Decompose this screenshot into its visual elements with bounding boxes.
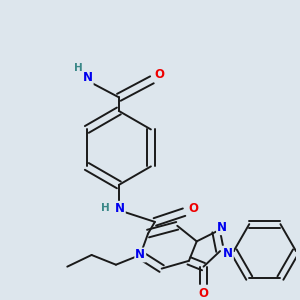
Text: H: H (101, 203, 110, 213)
Text: N: N (217, 221, 227, 234)
Text: N: N (115, 202, 125, 215)
Text: O: O (189, 202, 199, 215)
Text: N: N (135, 248, 145, 262)
Text: N: N (223, 247, 233, 260)
Text: H: H (74, 63, 82, 73)
Text: N: N (83, 71, 93, 84)
Text: O: O (199, 287, 208, 300)
Text: O: O (155, 68, 165, 81)
